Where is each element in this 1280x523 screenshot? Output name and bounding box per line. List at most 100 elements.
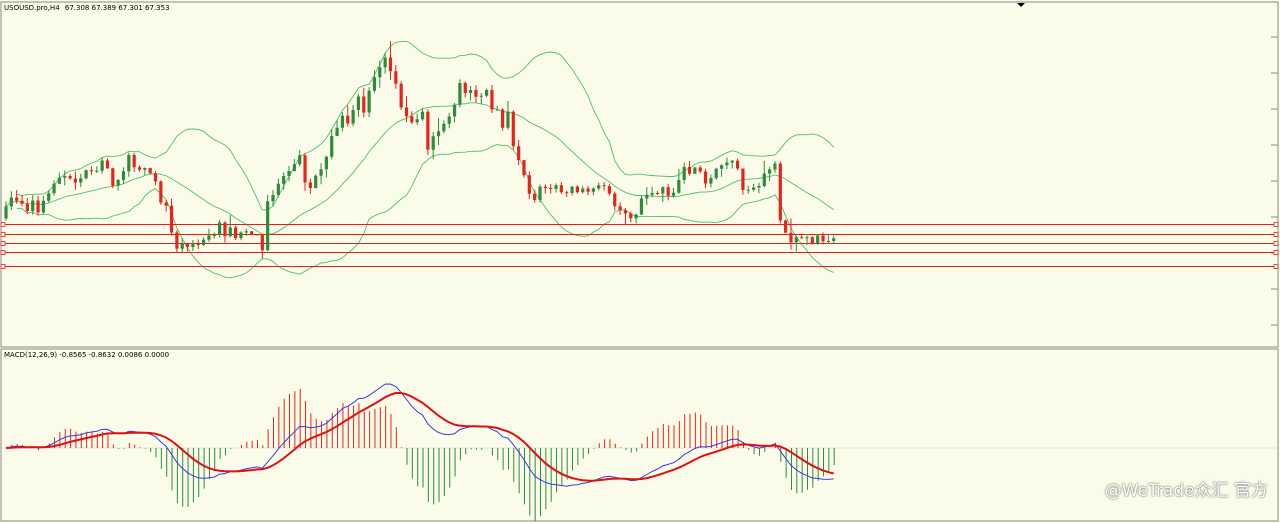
candle	[212, 232, 216, 239]
candle-body	[762, 173, 766, 186]
candle-body	[735, 160, 740, 169]
candle-body	[458, 83, 462, 105]
candle-body	[250, 231, 254, 235]
candle-body	[319, 169, 323, 176]
candle	[185, 243, 190, 252]
candle	[330, 129, 334, 160]
candle	[180, 238, 184, 254]
candle-body	[36, 200, 40, 213]
candle-body	[826, 241, 830, 242]
candle	[565, 190, 569, 197]
candle-body	[159, 181, 163, 203]
candle-body	[639, 198, 644, 215]
candle-body	[100, 160, 104, 171]
candle	[95, 166, 99, 173]
candle	[426, 109, 430, 155]
candle	[324, 155, 328, 178]
candle	[121, 167, 126, 184]
candle	[287, 166, 291, 182]
candle-body	[260, 235, 264, 251]
candle	[260, 234, 264, 259]
candle-body	[308, 182, 312, 188]
candle-body	[768, 169, 772, 174]
candle	[351, 105, 355, 127]
candle	[436, 118, 441, 145]
candle-body	[527, 175, 531, 194]
candle-body	[410, 116, 414, 123]
candle	[666, 184, 670, 201]
candle	[607, 183, 612, 196]
candle	[143, 167, 147, 175]
candle	[36, 196, 40, 216]
candle-body	[372, 77, 377, 91]
candle-body	[554, 185, 558, 189]
candle-body	[404, 107, 409, 117]
candle	[148, 167, 152, 175]
candle-body	[255, 234, 259, 236]
candle	[832, 235, 836, 244]
candle	[415, 113, 419, 125]
candle-body	[234, 227, 238, 238]
ohlc-values: 67.308 67.389 67.301 67.353	[64, 4, 170, 12]
candle	[52, 180, 56, 196]
bollinger-upper	[16, 40, 835, 211]
candle	[127, 152, 131, 177]
candle	[693, 167, 697, 174]
candle	[303, 153, 307, 191]
candle	[768, 166, 772, 181]
candle-body	[565, 192, 569, 194]
candle-body	[420, 111, 425, 120]
candle-body	[239, 232, 243, 238]
candle	[196, 239, 200, 249]
candle	[420, 108, 425, 121]
candle-body	[340, 115, 345, 128]
candle-body	[490, 90, 494, 110]
candle	[826, 235, 830, 244]
candle	[255, 234, 259, 236]
candle	[20, 195, 24, 207]
candle-body	[15, 197, 19, 201]
candle-body	[607, 186, 612, 194]
candle	[175, 230, 179, 253]
candle	[25, 198, 29, 215]
candle	[661, 186, 665, 202]
candle-body	[832, 238, 836, 241]
candle-body	[266, 201, 270, 251]
candle	[346, 105, 350, 127]
candle-body	[137, 167, 142, 170]
candle	[586, 186, 590, 196]
candle	[495, 105, 499, 111]
candle	[271, 190, 275, 207]
candle-body	[378, 67, 382, 78]
candle	[629, 211, 633, 223]
candle	[105, 158, 110, 169]
candle	[458, 79, 462, 108]
candle-body	[452, 104, 457, 117]
level-handle-right-2	[1273, 232, 1279, 237]
candle	[153, 170, 158, 186]
candle	[533, 189, 537, 203]
candle-body	[645, 194, 649, 199]
candle	[762, 161, 766, 188]
candle-body	[816, 235, 820, 244]
candle-body	[597, 185, 601, 189]
candle-body	[223, 222, 227, 237]
candle	[746, 185, 750, 194]
candle	[452, 103, 457, 123]
candle	[591, 187, 595, 196]
candle-body	[298, 155, 302, 165]
candle	[447, 112, 451, 129]
candle	[773, 161, 777, 173]
candle	[805, 235, 809, 245]
candle-body	[84, 170, 88, 179]
candle-body	[634, 214, 638, 219]
candle-body	[185, 243, 190, 247]
candle	[223, 221, 227, 243]
candle	[442, 120, 446, 134]
candle	[362, 87, 366, 118]
chart-shift-marker[interactable]	[1017, 3, 1025, 7]
candle	[677, 169, 681, 194]
candle-body	[180, 243, 184, 249]
candle-body	[383, 57, 387, 68]
candle	[522, 159, 526, 178]
